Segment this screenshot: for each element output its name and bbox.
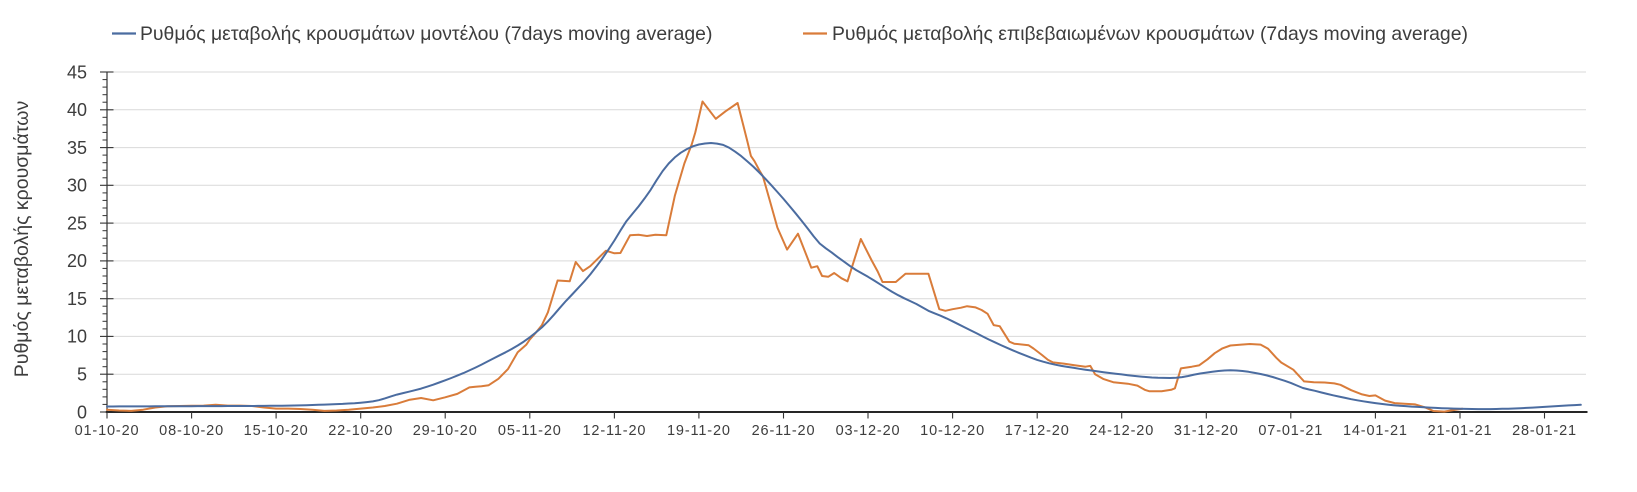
svg-text:21-01-21: 21-01-21 [1428,423,1493,439]
svg-text:Ρυθμός μεταβολής επιβεβαιωμένω: Ρυθμός μεταβολής επιβεβαιωμένων κρουσμάτ… [832,23,1468,45]
svg-text:15-10-20: 15-10-20 [244,423,309,439]
svg-text:30: 30 [67,176,87,196]
svg-text:10: 10 [67,327,87,347]
svg-text:0: 0 [77,402,87,422]
svg-text:45: 45 [67,62,87,82]
svg-text:08-10-20: 08-10-20 [159,423,224,439]
svg-text:Ρυθμός μεταβολής κρουσμάτων: Ρυθμός μεταβολής κρουσμάτων [11,101,33,377]
svg-text:31-12-20: 31-12-20 [1174,423,1239,439]
svg-text:05-11-20: 05-11-20 [498,423,562,439]
svg-text:07-01-21: 07-01-21 [1258,423,1323,439]
svg-text:19-11-20: 19-11-20 [667,423,731,439]
svg-text:17-12-20: 17-12-20 [1005,423,1070,439]
svg-text:01-10-20: 01-10-20 [75,423,140,439]
svg-text:15: 15 [67,289,87,309]
svg-text:29-10-20: 29-10-20 [413,423,478,439]
svg-text:Ρυθμός μεταβολής κρουσμάτων μο: Ρυθμός μεταβολής κρουσμάτων μοντέλου (7d… [140,23,712,45]
svg-text:22-10-20: 22-10-20 [328,423,393,439]
svg-text:35: 35 [67,138,87,158]
svg-text:5: 5 [77,365,87,385]
svg-text:20: 20 [67,251,87,271]
svg-text:28-01-21: 28-01-21 [1512,423,1577,439]
svg-text:24-12-20: 24-12-20 [1089,423,1154,439]
svg-text:40: 40 [67,100,87,120]
svg-text:03-12-20: 03-12-20 [836,423,901,439]
svg-text:25: 25 [67,213,87,233]
svg-text:12-11-20: 12-11-20 [583,423,647,439]
svg-text:26-11-20: 26-11-20 [752,423,816,439]
svg-text:10-12-20: 10-12-20 [920,423,985,439]
svg-text:14-01-21: 14-01-21 [1343,423,1408,439]
